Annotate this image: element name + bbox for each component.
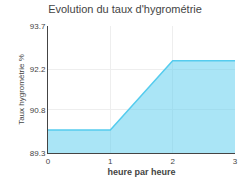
svg-text:2: 2 <box>170 157 175 166</box>
svg-text:93.7: 93.7 <box>30 22 46 31</box>
svg-text:Taux hygromètrie %: Taux hygromètrie % <box>17 54 26 125</box>
svg-text:0: 0 <box>46 157 51 166</box>
svg-text:Evolution du taux d'hygrométri: Evolution du taux d'hygrométrie <box>48 3 202 15</box>
svg-text:heure par heure: heure par heure <box>107 167 175 177</box>
svg-text:3: 3 <box>233 157 238 166</box>
svg-text:89.3: 89.3 <box>30 149 46 158</box>
svg-text:90.8: 90.8 <box>30 106 46 115</box>
svg-text:92.2: 92.2 <box>30 65 46 74</box>
svg-text:1: 1 <box>108 157 113 166</box>
